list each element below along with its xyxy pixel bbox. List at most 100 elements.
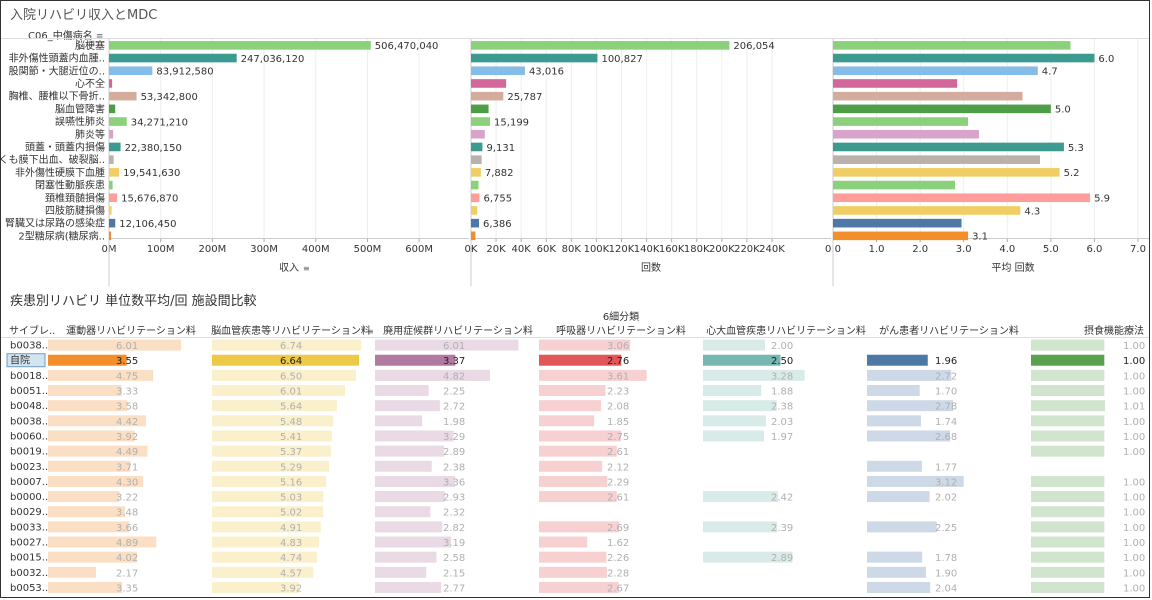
- cell-bar-0: [48, 597, 102, 598]
- cell-bar-1: [212, 551, 317, 563]
- bar-1-14: [471, 218, 480, 228]
- cell-value: 2.61: [607, 493, 629, 504]
- row-label: 腎臓又は尿路の感染症: [5, 217, 105, 230]
- cell-bar-6: [1031, 551, 1105, 563]
- row-label: b0038..: [10, 341, 48, 352]
- cell-value: 4.49: [116, 447, 138, 458]
- cell-bar-6: [1031, 385, 1105, 397]
- axis-sort-icon: ≡: [303, 264, 310, 273]
- cell-bar-6: [1031, 339, 1105, 351]
- cell-bar-3: [539, 445, 617, 457]
- cell-value: 2.38: [771, 402, 793, 413]
- cell-bar-5: [867, 581, 931, 593]
- cell-value: 6.64: [280, 356, 302, 367]
- cell-value: 2.02: [935, 493, 957, 504]
- cell-value: 2.72: [443, 402, 465, 413]
- cell-bar-3: [539, 491, 617, 503]
- cell-bar-5: [867, 597, 914, 598]
- cell-value: 2.04: [935, 583, 957, 594]
- row-label: b0048..: [10, 401, 48, 412]
- bar-0-5: [109, 104, 116, 114]
- cell-bar-0: [48, 491, 120, 503]
- row-label: b0051..: [10, 386, 48, 397]
- dimension-header[interactable]: C06_中傷病名 ≡: [28, 27, 103, 42]
- dimension-header-label: C06_中傷病名: [28, 31, 93, 42]
- cell-value: 4.02: [116, 553, 138, 564]
- cell-value: 3.58: [116, 402, 138, 413]
- cell-value: 1.00: [1123, 432, 1145, 443]
- cell-bar-6: [1031, 430, 1105, 442]
- cell-bar-1: [212, 475, 327, 487]
- cell-bar-2: [375, 339, 519, 351]
- bar-0-10: [109, 168, 120, 177]
- cell-value: 1.98: [443, 417, 465, 428]
- cell-bar-1: [212, 339, 362, 351]
- cell-value: 1.70: [935, 387, 957, 398]
- cell-value: 3.55: [116, 356, 138, 367]
- cell-bar-4: [703, 521, 778, 533]
- cell-value: 2.12: [607, 462, 629, 473]
- cell-value: 1.00: [1123, 553, 1145, 564]
- sort-icon[interactable]: ≡: [95, 32, 104, 42]
- cell-value: 6.01: [443, 341, 465, 352]
- cell-bar-0: [48, 354, 127, 366]
- cell-bar-1: [212, 445, 331, 457]
- bar-1-7: [471, 129, 485, 139]
- cell-value: 2.25: [935, 523, 957, 534]
- cell-value: 1.00: [1123, 493, 1145, 504]
- cell-bar-4: [703, 551, 793, 563]
- bar-value-label: 5.9: [1094, 194, 1110, 205]
- tick-label: 1.0: [869, 244, 885, 255]
- bar-1-11: [471, 180, 479, 190]
- cell-value: 3.28: [771, 371, 793, 382]
- row-label: くも膜下出血、破裂脳..: [1, 153, 105, 166]
- row-label: 誤嚥性肺炎: [55, 115, 105, 128]
- cell-value: 2.68: [935, 432, 957, 443]
- cell-bar-2: [375, 566, 427, 578]
- cell-value: 5.48: [280, 417, 302, 428]
- cell-value: 2.32: [443, 508, 465, 519]
- bar-value-label: 247,036,120: [241, 54, 305, 65]
- cell-value: 1.00: [1123, 447, 1145, 458]
- cell-value: 6.50: [280, 371, 302, 382]
- row-label: 頚椎頚髄損傷: [45, 191, 105, 204]
- bar-2-6: [833, 117, 969, 126]
- cell-value: 4.75: [116, 371, 138, 382]
- bar-value-label: 5.0: [1055, 105, 1071, 116]
- cell-value: 2.67: [607, 583, 629, 594]
- cell-bar-3: [539, 400, 601, 412]
- row-label: b0000..: [10, 492, 48, 503]
- cell-value: 2.76: [607, 356, 629, 367]
- bar-value-label: 206,054: [733, 41, 774, 52]
- cell-value: 2.28: [607, 568, 629, 579]
- bar-1-15: [471, 231, 476, 241]
- cell-bar-6: [1031, 506, 1105, 518]
- row-label: 非外傷性硬膜下血腫: [15, 166, 105, 179]
- cell-bar-5: [867, 415, 921, 427]
- cell-value: 6.74: [280, 341, 302, 352]
- row-label: 2型糖尿病(糖尿病..: [18, 229, 105, 242]
- row-label: 脳血管障害: [55, 102, 105, 115]
- cell-bar-2: [375, 475, 456, 487]
- row-label: 胸椎、腰椎以下骨折..: [9, 90, 105, 103]
- bar-value-label: 100,827: [601, 54, 642, 65]
- cell-bar-2: [375, 460, 432, 472]
- axis-title: 回数: [641, 261, 661, 274]
- cell-bar-6: [1031, 581, 1105, 593]
- cell-bar-5: [867, 551, 923, 563]
- bar-value-label: 43,016: [529, 67, 564, 78]
- cell-bar-0: [48, 475, 144, 487]
- cell-bar-4: [703, 415, 766, 427]
- cell-value: 2.26: [607, 553, 629, 564]
- cell-bar-5: [867, 385, 920, 397]
- column-header: 廃用症候群リハビリテーション料: [383, 324, 533, 337]
- cell-bar-0: [48, 415, 146, 427]
- row-label: b0033..: [10, 522, 48, 533]
- cell-value: 2.23: [607, 387, 629, 398]
- bar-0-6: [109, 117, 127, 126]
- bar-value-label: 6,755: [483, 194, 512, 205]
- cell-bar-0: [48, 460, 131, 472]
- cell-bar-5: [867, 460, 922, 472]
- bar-value-label: 6,386: [483, 219, 512, 230]
